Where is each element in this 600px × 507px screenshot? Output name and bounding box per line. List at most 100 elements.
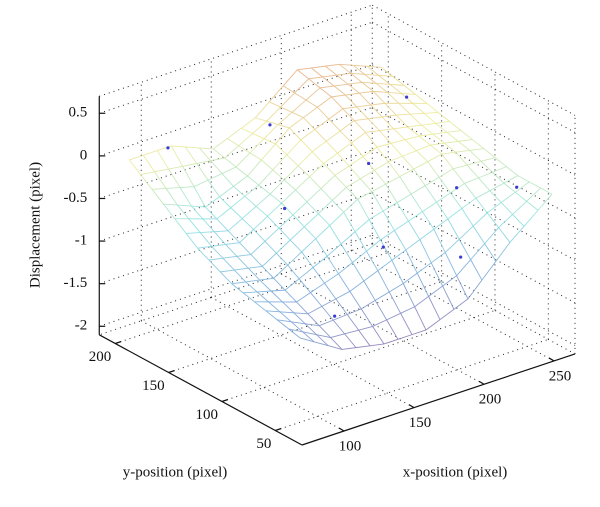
mesh-line [255,205,268,217]
data-point [268,123,272,127]
mesh-line [484,243,497,262]
mesh-line [410,185,426,195]
mesh-line [318,325,331,338]
mesh-line [305,99,318,108]
mesh-line [424,176,440,187]
mesh-line [371,191,384,212]
mesh-line [344,333,357,348]
mesh-line [349,291,362,310]
mesh-line [244,184,260,197]
mesh-line [492,171,505,184]
mesh-line [423,113,436,124]
mesh-line [234,267,249,271]
mesh-line [377,259,393,271]
grid-line [372,64,576,176]
mesh-line [384,102,397,116]
mesh-line [287,251,303,266]
mesh-line [221,166,237,174]
mesh-line [343,212,356,232]
mesh-line [373,170,387,185]
mesh-line [219,196,232,208]
mesh-line [334,175,347,188]
mesh-line [512,214,525,227]
mesh-line [332,186,347,201]
mesh-line [523,209,539,227]
mesh-line [398,102,411,115]
mesh-line [265,310,278,321]
mesh-line [266,106,281,122]
mesh-line [371,183,386,193]
box-edge [99,4,373,97]
mesh-line [335,290,351,300]
mesh-line [188,218,201,233]
mesh-line [316,334,331,339]
mesh-line [321,298,337,307]
mesh-line [464,177,479,184]
mesh-line [298,267,314,280]
mesh-line [428,296,441,320]
mesh-line [413,161,428,170]
mesh-line [250,254,263,267]
mesh-line [447,208,463,220]
mesh-line [233,175,248,187]
mesh-line [326,243,342,257]
y-tick-label: 150 [142,378,165,394]
mesh-line [311,140,327,153]
x-tick [408,404,415,409]
grid-line [372,21,576,133]
mesh-line [494,157,507,167]
mesh-line [340,243,353,263]
mesh-line [275,127,290,145]
mesh-line [245,281,258,293]
mesh-line [297,67,312,71]
mesh-line [481,260,497,281]
mesh-line [235,166,248,177]
mesh-line [354,219,370,233]
mesh-line [151,189,164,205]
mesh-line [309,163,324,178]
mesh-line [288,328,301,339]
mesh-line [399,176,412,195]
mesh-line [310,67,323,78]
mesh-line [266,120,279,126]
mesh-line [310,282,325,293]
mesh-line [387,91,402,94]
mesh-line [411,329,427,336]
mesh-line [284,278,300,291]
mesh-line [393,128,406,141]
mesh-line [308,76,323,80]
mesh-line [216,218,229,232]
mesh-line [388,291,402,314]
z-tick-label: 0.5 [69,105,88,121]
mesh-line [353,120,366,133]
mesh-line [385,176,400,185]
mesh-line [343,198,359,213]
mesh-line [428,285,443,297]
z-tick-label: -1.5 [64,275,88,291]
mesh-line [286,139,302,156]
mesh-line [526,200,539,211]
mesh-line [332,319,345,335]
mesh-line [450,192,463,209]
mesh-line [362,81,377,84]
mesh-line [296,292,311,303]
mesh-line [279,311,294,314]
mesh-line [362,146,378,157]
mesh-line [380,66,393,77]
mesh-line [458,225,474,240]
mesh-line [241,117,256,129]
mesh-line [424,185,437,203]
mesh-line [310,292,323,307]
mesh-line [193,179,209,188]
y-tick [115,340,122,345]
mesh-line [503,175,519,184]
mesh-line [402,283,416,307]
mesh-line [304,323,317,336]
mesh-line [509,225,525,243]
mesh-line [460,130,473,140]
mesh-line [358,325,373,331]
mesh-line [262,266,275,279]
mesh-line [421,124,434,135]
mesh-line [269,101,281,108]
mesh-line [264,227,280,242]
